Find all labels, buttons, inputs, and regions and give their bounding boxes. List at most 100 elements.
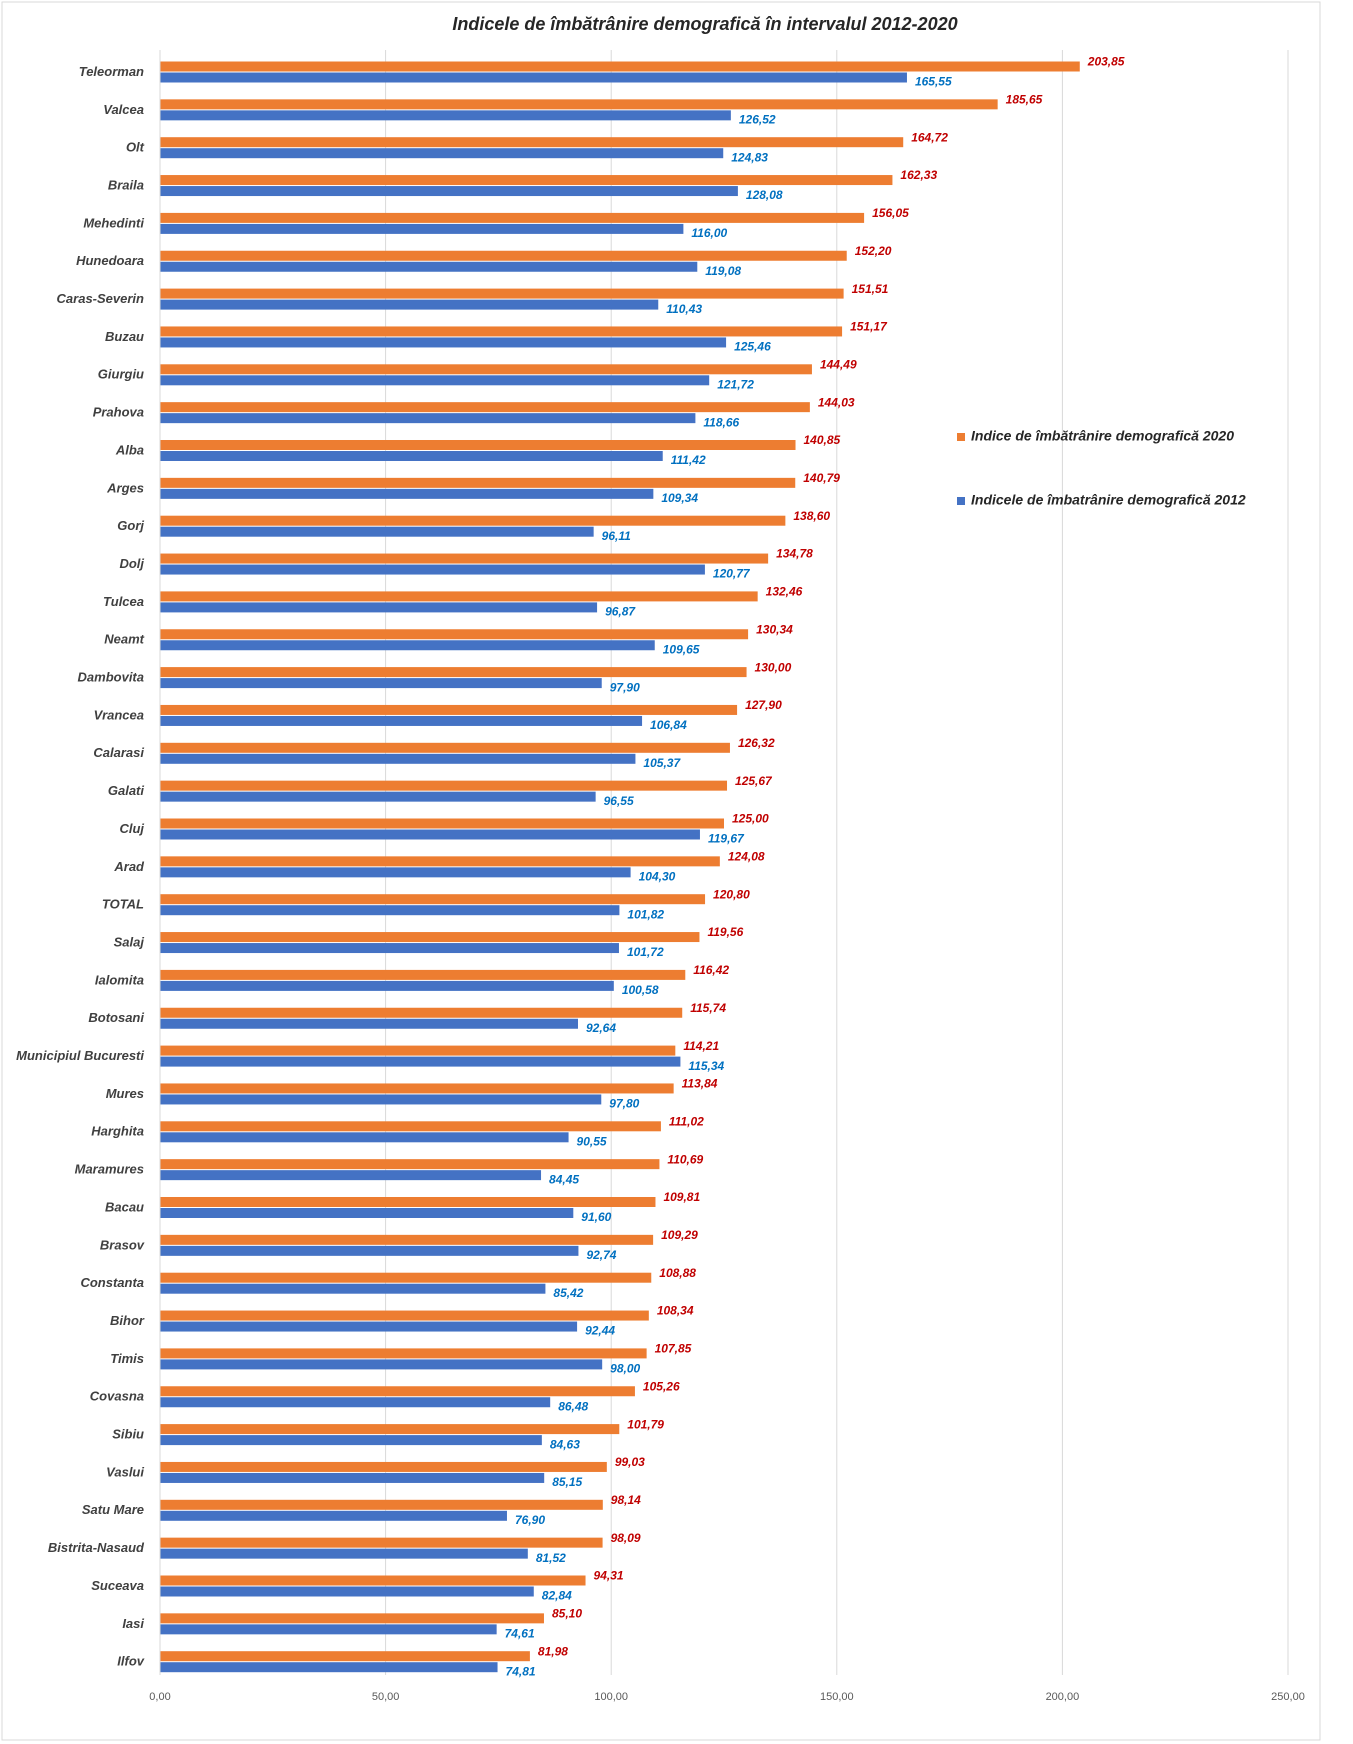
legend-swatch [957,433,965,441]
y-tick-label: Gorj [117,518,144,533]
bar [160,212,865,223]
value-label: 109,65 [663,642,700,656]
bar [160,261,698,272]
value-label: 98,00 [610,1362,640,1376]
y-tick-label: Covasna [90,1389,144,1404]
y-tick-label: Hunedoara [76,253,144,268]
value-label: 101,79 [627,1417,664,1431]
y-tick-label: Dolj [119,556,144,571]
bar [160,1510,507,1521]
value-label: 115,34 [688,1059,724,1073]
bar [160,1208,574,1218]
bar [160,980,614,991]
value-label: 109,81 [663,1190,700,1204]
y-tick-label: Mures [106,1086,144,1101]
bar [160,1472,545,1483]
value-label: 109,34 [661,491,698,505]
bar [160,1651,530,1662]
value-label: 104,30 [639,870,676,884]
chart-frame [1,1,1321,1741]
bar [160,72,907,83]
bar [160,1056,681,1067]
bar [160,1575,586,1586]
chart-title: Indicele de îmbătrânire demografică în i… [452,14,957,34]
y-tick-label: Timis [110,1351,144,1366]
value-label: 138,60 [793,509,830,523]
value-label: 118,66 [703,415,739,429]
value-label: 113,84 [682,1077,718,1091]
x-tick-label: 0,00 [149,1691,170,1703]
value-label: 100,58 [622,983,659,997]
value-label: 90,55 [577,1134,607,1148]
bar [160,1283,546,1294]
bar [160,629,749,640]
value-label: 126,52 [739,113,776,127]
bar [160,1359,603,1370]
value-label: 121,72 [717,377,754,391]
bar [160,477,796,488]
y-tick-label: Iasi [122,1616,144,1631]
bar [160,1424,620,1435]
bar [160,1310,649,1321]
value-label: 110,69 [667,1152,703,1166]
y-tick-label: Calarasi [93,745,144,760]
bar [160,1234,654,1245]
bar [160,137,904,148]
bar [160,1007,683,1018]
value-label: 151,51 [852,282,889,296]
value-label: 74,81 [506,1664,536,1678]
bar [160,591,758,602]
value-label: 96,55 [604,794,634,808]
value-label: 98,14 [611,1493,641,1507]
y-tick-label: Harghita [91,1124,144,1139]
value-label: 85,10 [552,1607,582,1621]
y-tick-label: Alba [115,442,144,457]
value-label: 101,82 [627,907,664,921]
bar [160,99,998,110]
value-label: 85,15 [552,1475,582,1489]
value-label: 107,85 [655,1342,692,1356]
value-label: 119,67 [708,832,745,846]
bar [160,451,663,461]
bar [160,553,769,564]
bar [160,678,602,689]
legend-label: Indice de îmbătrânire demografică 2020 [971,428,1234,444]
y-tick-label: Salaj [114,934,145,949]
y-tick-label: Caras-Severin [57,291,144,306]
bar [160,413,696,424]
y-tick-label: Bihor [110,1313,145,1328]
bar [160,1083,674,1094]
y-tick-label: Municipiul Bucuresti [16,1048,144,1063]
y-tick-label: Ilfov [117,1654,144,1669]
value-label: 98,09 [611,1531,641,1545]
bar [160,667,747,678]
bar [160,186,738,197]
bar [160,640,655,651]
y-tick-label: Arad [113,859,145,874]
bar [160,742,730,753]
value-label: 127,90 [745,698,782,712]
bar [160,1435,542,1446]
bar [160,704,738,715]
bar [160,299,659,310]
x-tick-label: 100,00 [594,1691,628,1703]
bar [160,488,654,499]
y-tick-label: Braila [108,177,144,192]
value-label: 101,72 [627,945,664,959]
y-tick-label: Mehedinti [83,215,144,230]
bar [160,1662,498,1673]
value-label: 130,34 [756,622,793,636]
y-tick-label: Bistrita-Nasaud [48,1540,145,1555]
y-tick-label: Bacau [105,1199,144,1214]
value-label: 81,98 [538,1644,568,1658]
bar [160,1132,569,1143]
bar [160,326,843,337]
value-label: 134,78 [776,547,813,561]
value-label: 106,84 [650,718,687,732]
value-label: 84,45 [549,1172,579,1186]
value-label: 156,05 [872,206,909,220]
bar [160,564,705,575]
value-label: 85,42 [553,1286,583,1300]
value-label: 96,11 [602,529,631,543]
